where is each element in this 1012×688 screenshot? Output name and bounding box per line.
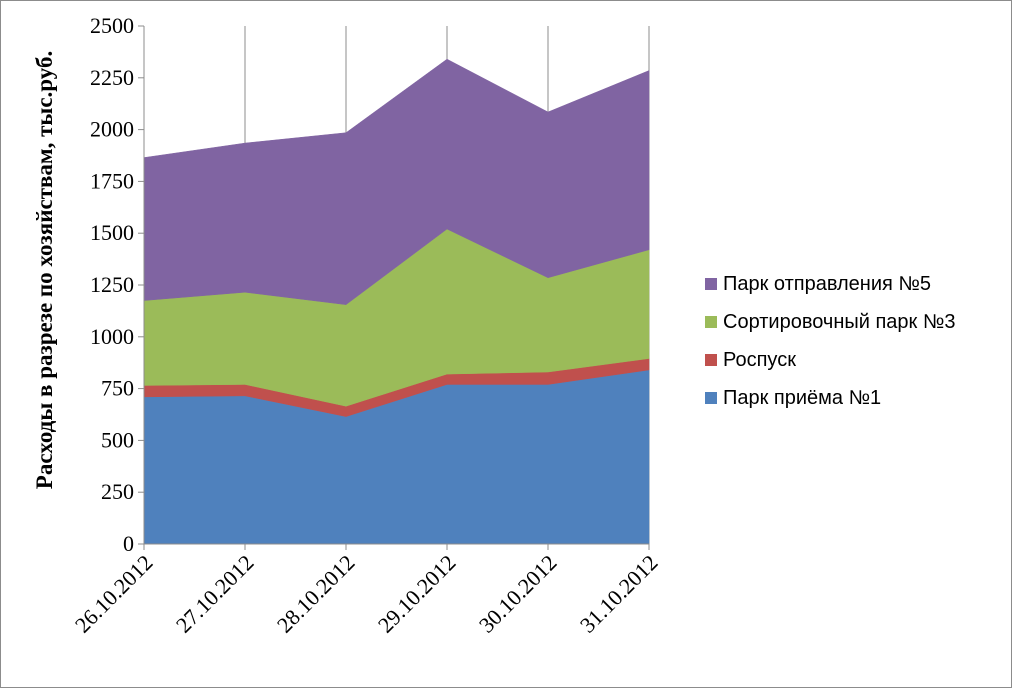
legend-label: Роспуск bbox=[723, 349, 796, 371]
legend-swatch bbox=[705, 392, 717, 404]
y-tick-label: 500 bbox=[101, 427, 134, 452]
x-tick-label: 30.10.2012 bbox=[474, 550, 562, 638]
x-tick-label: 27.10.2012 bbox=[171, 550, 259, 638]
x-tick-labels: 26.10.2012 27.10.2012 28.10.2012 29.10.2012… bbox=[70, 550, 663, 638]
x-tick-label: 29.10.2012 bbox=[373, 550, 461, 638]
x-tick-label: 31.10.2012 bbox=[575, 550, 663, 638]
y-axis-label: Расходы в разрезе по хозяйствам, тыс.руб… bbox=[32, 51, 57, 489]
legend-swatch bbox=[705, 278, 717, 290]
x-tick-label: 26.10.2012 bbox=[70, 550, 158, 638]
y-tick-label: 750 bbox=[101, 376, 134, 401]
y-tick-label: 2500 bbox=[90, 13, 134, 38]
legend-label: Парк приёма №1 bbox=[723, 387, 881, 409]
y-tick-label: 1500 bbox=[90, 220, 134, 245]
legend: Парк отправления №5 Сортировочный парк №3… bbox=[705, 273, 955, 409]
x-tick-label: 28.10.2012 bbox=[272, 550, 360, 638]
axis-layer bbox=[138, 25, 650, 550]
legend-swatch bbox=[705, 316, 717, 328]
y-tick-label: 1250 bbox=[90, 272, 134, 297]
legend-swatch bbox=[705, 354, 717, 366]
y-tick-label: 0 bbox=[123, 531, 134, 556]
y-tick-label: 1000 bbox=[90, 324, 134, 349]
y-tick-label: 1750 bbox=[90, 168, 134, 193]
y-tick-label: 250 bbox=[101, 479, 134, 504]
legend-label: Парк отправления №5 bbox=[723, 273, 931, 295]
legend-label: Сортировочный парк №3 bbox=[723, 311, 955, 333]
area-layer bbox=[143, 58, 650, 545]
y-tick-label: 2250 bbox=[90, 65, 134, 90]
area-series-4 bbox=[143, 58, 650, 305]
y-tick-labels: 0 250 500 750 1000 1250 1500 1750 2000 2250 2500 bbox=[90, 13, 134, 556]
y-tick-label: 2000 bbox=[90, 117, 134, 142]
